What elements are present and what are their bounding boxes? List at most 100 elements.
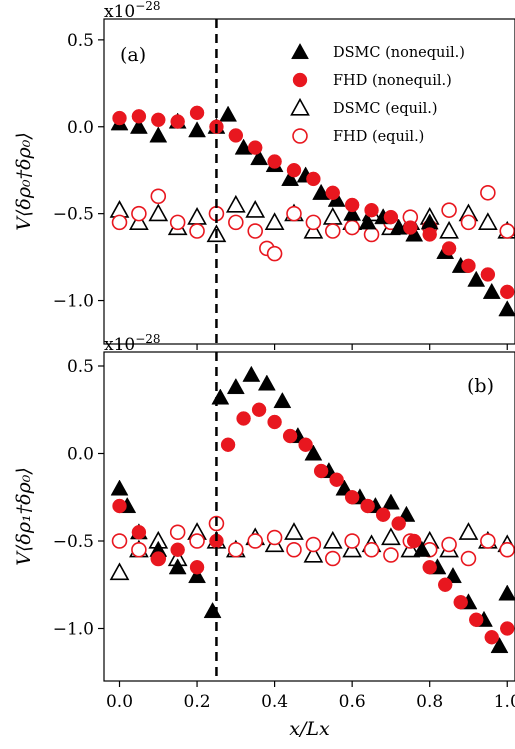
data-point — [228, 214, 244, 231]
data-point — [500, 621, 515, 636]
legend-entry-dsmc-equil: DSMC (equil.) — [290, 97, 438, 117]
legend-entry-dsmc-nonequil: DSMC (nonequil.) — [291, 42, 465, 61]
data-point — [188, 121, 206, 138]
data-point — [169, 214, 186, 231]
data-point — [458, 522, 479, 540]
data-point — [422, 560, 437, 575]
data-point — [499, 223, 515, 239]
data-point — [203, 601, 222, 619]
data-point — [129, 212, 149, 230]
data-point — [149, 126, 168, 143]
data-point — [131, 525, 147, 540]
legend-marker-circle-filled — [292, 72, 308, 88]
data-point — [343, 204, 362, 221]
panel-a-label: (a) — [120, 44, 146, 66]
panel-a: 0.50.0−0.5−1.0 x10−28 (a) V⟨δρ₀†δρ₀⟩ DSM… — [13, 0, 515, 350]
panel-a-frame — [103, 18, 515, 345]
panel-b-exponent-base: x10 — [104, 335, 135, 355]
data-point — [484, 630, 499, 645]
data-point — [312, 183, 331, 200]
data-point — [383, 547, 399, 563]
data-point — [441, 202, 457, 218]
x-tick-label: 0.4 — [261, 692, 288, 712]
data-point — [188, 566, 206, 584]
legend-marker-triangle-open — [290, 97, 310, 116]
y-tick-label: −0.5 — [53, 532, 94, 552]
data-point — [498, 584, 515, 601]
data-point — [247, 223, 263, 239]
data-point — [460, 214, 477, 231]
data-point — [228, 128, 244, 143]
data-point — [437, 577, 453, 592]
legend-label-fhd-equil: FHD (equil.) — [333, 129, 424, 145]
data-point — [413, 540, 431, 557]
data-point — [329, 472, 344, 487]
data-point — [219, 105, 238, 122]
data-point — [112, 498, 127, 514]
data-point — [110, 479, 129, 496]
data-point — [109, 562, 130, 581]
data-point — [131, 205, 147, 222]
data-point — [480, 185, 496, 201]
data-point — [267, 414, 282, 430]
x-tick-label: 0.6 — [339, 692, 366, 712]
data-point — [441, 536, 457, 553]
data-point — [148, 203, 169, 222]
data-point — [170, 114, 185, 129]
data-point — [363, 226, 380, 243]
data-point — [498, 300, 515, 317]
data-point — [189, 533, 205, 549]
data-point — [151, 112, 166, 128]
data-point — [251, 402, 267, 417]
data-point — [303, 544, 324, 563]
data-point — [286, 205, 302, 222]
data-point — [304, 444, 323, 461]
data-point — [286, 541, 302, 558]
data-point — [383, 209, 399, 225]
data-point — [500, 284, 515, 300]
data-point — [111, 533, 128, 549]
legend-entry-fhd-nonequil: FHD (nonequil.) — [292, 72, 452, 89]
data-point — [151, 551, 166, 566]
data-point — [189, 105, 205, 121]
data-point — [129, 117, 148, 134]
data-point — [363, 541, 380, 558]
data-point — [460, 550, 477, 567]
data-point — [247, 140, 263, 155]
panel-b-frame — [103, 351, 515, 682]
data-point — [112, 110, 127, 126]
data-point — [298, 437, 313, 452]
data-point — [313, 463, 329, 479]
data-point — [266, 529, 283, 546]
panel-a-ylabel: V⟨δρ₀†δρ₀⟩ — [13, 132, 35, 231]
data-point — [189, 223, 205, 239]
data-point — [236, 411, 251, 426]
data-point — [187, 206, 207, 225]
data-point — [344, 197, 360, 213]
data-point — [189, 560, 205, 575]
data-point — [131, 109, 147, 124]
data-point — [322, 206, 343, 225]
data-point — [344, 219, 360, 236]
data-point — [306, 171, 321, 187]
legend-label-dsmc-nonequil: DSMC (nonequil.) — [333, 45, 465, 61]
legend-label-fhd-nonequil: FHD (nonequil.) — [333, 73, 452, 89]
x-axis-label: x/Lx — [289, 718, 330, 740]
data-point — [150, 188, 167, 205]
y-tick-label: 0.0 — [67, 118, 94, 138]
y-tick-label: 0.0 — [67, 445, 94, 465]
panel-a-markers — [109, 105, 515, 317]
data-point — [344, 533, 360, 549]
legend-marker-triangle-filled — [291, 42, 309, 60]
panel-b-ylabel: V⟨δρ₁†δρ₀⟩ — [13, 467, 35, 566]
panel-a-exponent-base: x10 — [104, 2, 135, 22]
data-point — [400, 539, 421, 558]
data-point — [168, 558, 187, 575]
data-point — [480, 533, 496, 549]
data-point — [250, 149, 269, 166]
data-point — [324, 550, 341, 567]
data-point — [322, 530, 343, 549]
data-point — [325, 185, 340, 201]
